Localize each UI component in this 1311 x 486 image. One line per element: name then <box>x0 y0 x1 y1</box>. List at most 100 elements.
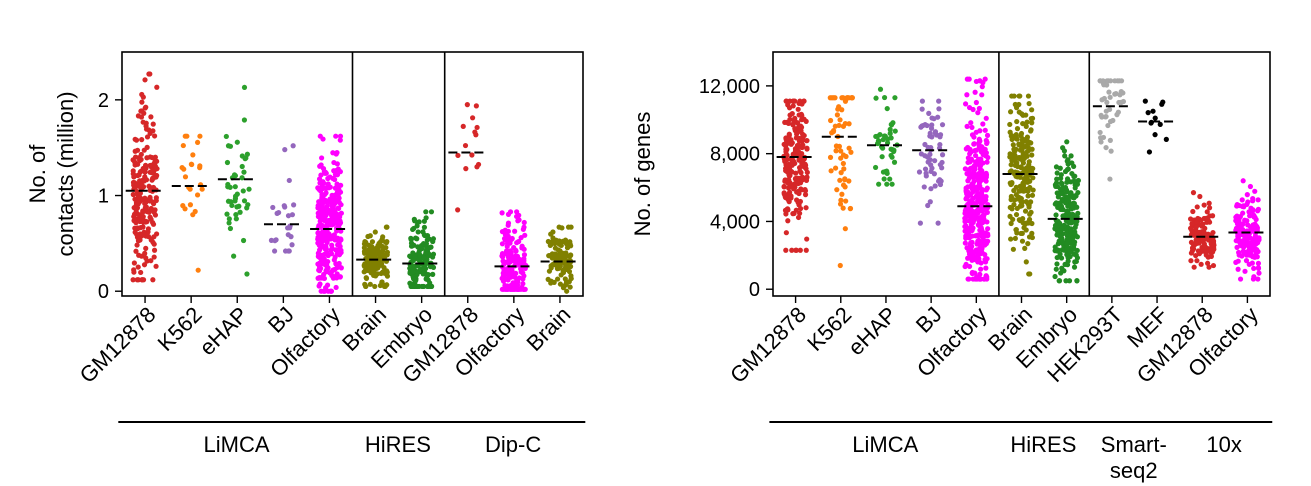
data-point <box>150 128 156 134</box>
data-point <box>838 170 844 176</box>
data-point <box>246 186 252 192</box>
data-point <box>962 101 969 107</box>
data-point <box>430 236 437 242</box>
data-point <box>840 205 846 211</box>
data-point <box>1028 128 1034 134</box>
data-point <box>319 155 325 161</box>
data-point <box>1206 205 1213 211</box>
data-point <box>142 77 148 83</box>
data-point <box>1007 204 1013 211</box>
data-point <box>1060 213 1066 219</box>
data-point <box>366 254 372 260</box>
data-point <box>1030 175 1036 181</box>
data-point <box>1150 108 1156 114</box>
data-point <box>132 154 139 160</box>
data-point <box>334 197 341 203</box>
data-point <box>1068 240 1075 246</box>
data-point <box>792 126 798 132</box>
data-point <box>151 247 158 253</box>
data-point <box>1061 148 1068 154</box>
data-point <box>1027 211 1033 217</box>
data-point <box>334 172 341 178</box>
data-point <box>1106 89 1112 95</box>
data-point <box>1053 266 1059 272</box>
data-point <box>1016 142 1022 148</box>
data-point <box>316 264 323 270</box>
data-point <box>567 252 574 259</box>
data-point <box>927 199 933 205</box>
data-point <box>190 152 196 158</box>
data-point <box>330 210 336 216</box>
data-point <box>828 117 834 124</box>
data-point <box>982 127 988 133</box>
data-point <box>979 239 986 245</box>
data-point <box>782 119 788 125</box>
series-points-ehap <box>223 84 252 277</box>
data-point <box>796 100 802 107</box>
data-point <box>978 192 984 198</box>
data-point <box>877 86 884 92</box>
data-point <box>789 247 795 253</box>
series-points-brain <box>361 224 391 290</box>
data-point <box>139 212 145 218</box>
data-point <box>1247 235 1253 241</box>
data-point <box>967 146 973 152</box>
data-point <box>1108 78 1114 84</box>
y-tick-label: 1 <box>98 186 109 208</box>
data-point <box>148 114 154 120</box>
data-point <box>1246 243 1252 249</box>
data-point <box>336 248 342 255</box>
data-point <box>892 95 898 101</box>
data-point <box>921 184 927 190</box>
data-point <box>1008 162 1014 168</box>
data-point <box>140 277 147 283</box>
data-point <box>550 235 556 241</box>
data-point <box>421 265 427 271</box>
data-point <box>1209 213 1216 219</box>
data-point <box>130 168 136 174</box>
data-point <box>966 276 972 282</box>
data-point <box>799 112 805 119</box>
data-point <box>507 273 513 280</box>
data-point <box>964 195 970 201</box>
data-point <box>367 267 373 273</box>
data-point <box>1025 201 1031 207</box>
data-point <box>887 126 893 133</box>
data-point <box>1103 108 1109 114</box>
data-point <box>795 214 802 221</box>
data-point <box>1250 254 1256 260</box>
data-point <box>1112 78 1118 84</box>
data-point <box>1203 249 1210 255</box>
data-point <box>782 158 788 165</box>
data-point <box>969 270 975 276</box>
data-point <box>804 236 810 242</box>
data-point <box>1241 204 1247 210</box>
data-point <box>849 95 855 101</box>
data-point <box>138 253 145 259</box>
data-point <box>223 133 229 140</box>
series-points-k562 <box>179 133 205 273</box>
data-point <box>799 174 805 180</box>
data-point <box>333 215 339 221</box>
data-point <box>925 159 931 165</box>
data-point <box>557 263 563 269</box>
data-point <box>1202 236 1208 242</box>
data-point <box>1062 153 1068 159</box>
data-point <box>1243 258 1250 264</box>
data-point <box>152 207 158 213</box>
data-point <box>837 117 843 123</box>
data-point <box>877 132 883 138</box>
data-point <box>1188 258 1194 264</box>
data-point <box>315 185 321 191</box>
data-point <box>842 226 848 232</box>
data-point <box>974 274 980 280</box>
data-point <box>1120 98 1127 105</box>
data-point <box>333 284 339 291</box>
data-point <box>521 260 527 266</box>
data-point <box>521 224 527 230</box>
data-point <box>180 142 186 149</box>
data-point <box>873 95 879 101</box>
series-points-olfactory <box>315 133 344 294</box>
data-point <box>1099 97 1105 103</box>
